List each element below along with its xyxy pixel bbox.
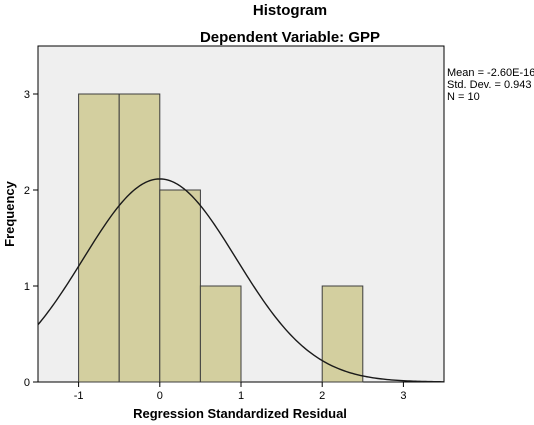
x-axis: -1 0 1 2 3 [74,382,406,402]
histogram-bar-4 [321,285,364,383]
y-tick-label: 3 [24,89,30,101]
x-tick-label: -1 [74,390,84,402]
x-tick-label: 2 [319,390,325,402]
y-tick-label: 0 [24,377,30,389]
x-tick-label: 3 [400,390,406,402]
x-tick-label: 1 [238,390,244,402]
x-tick-label: 0 [157,390,163,402]
histogram-bar-1 [118,93,161,383]
x-axis-label: Regression Standardized Residual [133,406,347,421]
y-axis-label: Frequency [2,180,17,247]
chart-subtitle: Dependent Variable: GPP [200,29,380,46]
histogram-bars [78,93,364,383]
stat-std-dev: Std. Dev. = 0.943 [447,79,532,91]
histogram-bar-3 [199,285,242,383]
histogram-bar-2 [159,189,201,383]
y-axis: 0 1 2 3 [24,89,38,389]
normal-curve [37,178,445,383]
stat-n: N = 10 [447,91,480,103]
stat-mean: Mean = -2.60E-16 [447,67,534,79]
y-tick-label: 1 [24,281,30,293]
chart-title: Histogram [253,2,327,19]
y-tick-label: 2 [24,185,30,197]
histogram-bar-0 [78,93,120,383]
